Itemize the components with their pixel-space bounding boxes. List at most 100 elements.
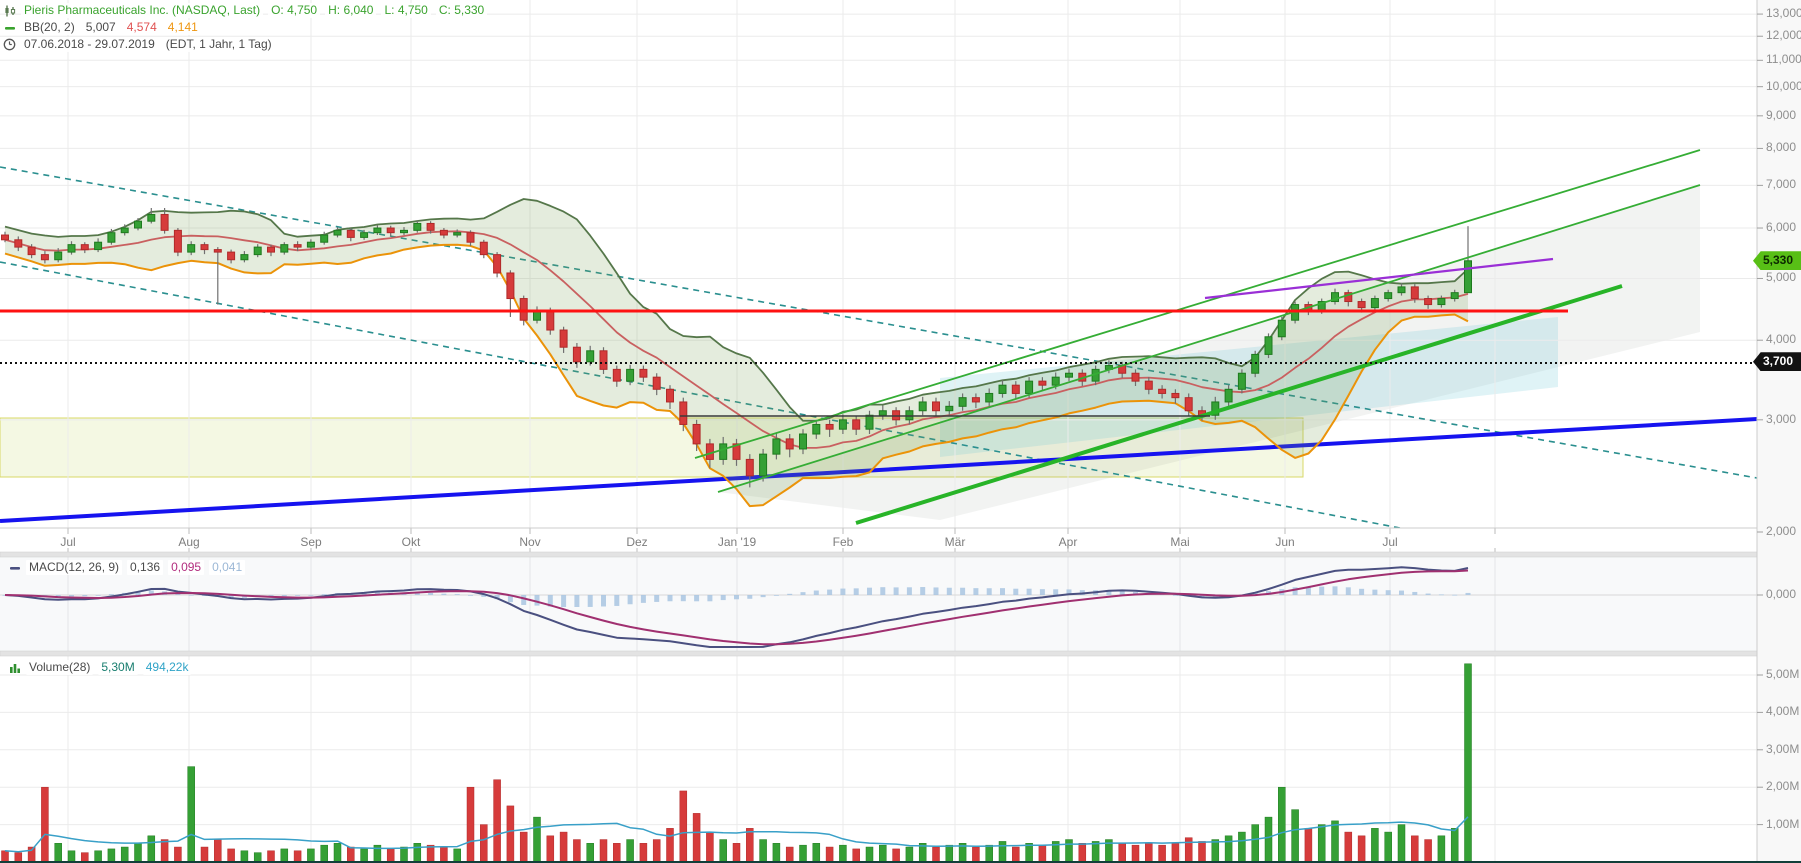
- volume-bar: [493, 779, 501, 861]
- candle: [586, 350, 595, 363]
- volume-bar: [1450, 828, 1459, 861]
- candle: [985, 392, 994, 403]
- candle: [918, 401, 927, 412]
- candle: [479, 241, 488, 256]
- volume-bar: [333, 843, 342, 861]
- volume-bar: [413, 843, 422, 861]
- bb-upper-value: 5,007: [82, 20, 119, 35]
- volume-bar: [27, 846, 36, 861]
- volume-bar: [972, 846, 980, 861]
- date-range[interactable]: 07.06.2018 - 29.07.2019: [21, 37, 158, 52]
- volume-bar: [692, 813, 701, 861]
- volume-bar: [1317, 824, 1326, 861]
- instrument-title[interactable]: Pieris Pharmaceuticals Inc. (NASDAQ, Las…: [21, 3, 264, 18]
- candle: [1370, 298, 1379, 309]
- volume-tick-label: 5,00M: [1766, 667, 1800, 681]
- price-tick-label: 4,000: [1766, 332, 1797, 347]
- bb-upper-band: [4, 198, 1469, 422]
- price-panel-legend: Pieris Pharmaceuticals Inc. (NASDAQ, Las…: [3, 3, 488, 54]
- volume-bar: [1091, 841, 1100, 861]
- candle: [958, 397, 967, 407]
- volume-bar: [905, 846, 914, 861]
- volume-bar: [1264, 816, 1273, 861]
- candle: [1171, 392, 1180, 399]
- bb-lower-band: [4, 243, 1469, 508]
- volume-bar: [386, 848, 395, 861]
- volume-bar: [1038, 844, 1047, 861]
- bb-indicator-label[interactable]: BB(20, 2): [21, 20, 78, 35]
- volume-tick-label: 1,00M: [1766, 816, 1800, 831]
- volume-bar: [799, 844, 807, 861]
- candle: [785, 438, 794, 450]
- volume-bar: [360, 848, 368, 861]
- macd-line: [4, 566, 1469, 648]
- descending-dashed-upper: [0, 166, 1757, 479]
- candle: [932, 401, 940, 412]
- volume-bar: [1251, 824, 1259, 861]
- volume-bar: [519, 831, 528, 861]
- x-axis-month-label: Aug: [178, 535, 200, 549]
- volume-bar: [373, 844, 382, 861]
- x-axis-month-label: Jul: [60, 535, 76, 549]
- candle: [998, 384, 1007, 394]
- candle: [1051, 376, 1060, 386]
- volume-bar: [533, 816, 541, 861]
- volume-bar: [719, 839, 727, 861]
- volume-bar: [1278, 786, 1286, 861]
- candle: [293, 244, 302, 248]
- candle: [679, 401, 688, 425]
- candle: [559, 329, 568, 348]
- volume-bar: [1344, 831, 1353, 861]
- price-tick-label: 2,000: [1766, 524, 1797, 538]
- candle: [1344, 292, 1353, 303]
- volume-indicator-label[interactable]: Volume(28): [26, 660, 94, 675]
- price-tick-label: 6,000: [1766, 220, 1797, 235]
- volume-bar: [932, 846, 940, 861]
- candle: [506, 272, 515, 300]
- candle: [838, 419, 847, 430]
- price-tick-label: 11,000: [1766, 52, 1801, 67]
- volume-bar: [200, 846, 209, 861]
- alert-price-badge[interactable]: 3,700: [1753, 352, 1801, 372]
- purple-trendline: [1204, 257, 1554, 300]
- volume-bar: [1211, 839, 1220, 861]
- volume-bar: [1411, 835, 1419, 861]
- candle: [14, 239, 23, 248]
- candle: [1237, 372, 1246, 390]
- macd-indicator-icon: [8, 561, 21, 574]
- support-zone-rect: [0, 417, 1304, 478]
- volume-bar: [1105, 839, 1113, 861]
- candle: [1131, 372, 1140, 382]
- candle: [705, 443, 714, 460]
- x-axis-month-label: Apr: [1058, 535, 1078, 549]
- macd-zero-label: 0,000: [1766, 587, 1797, 601]
- volume-bar: [1357, 835, 1366, 861]
- candle: [546, 310, 555, 331]
- bb-lower-value: 4,141: [164, 20, 201, 35]
- volume-current-value: 5,30M: [98, 660, 138, 675]
- candle: [400, 229, 408, 234]
- volume-bar: [1238, 831, 1246, 861]
- volume-bar: [307, 848, 315, 861]
- x-axis-month-label: Mai: [1170, 535, 1190, 549]
- timeframe-info: (EDT, 1 Jahr, 1 Tag): [162, 37, 275, 52]
- candle: [187, 244, 196, 253]
- clock-icon: [3, 38, 16, 51]
- volume-tick-label: 2,00M: [1766, 779, 1800, 794]
- candle: [120, 227, 129, 234]
- volume-tick-label: 4,00M: [1766, 704, 1800, 719]
- bb-indicator-icon: [3, 21, 16, 34]
- volume-bar: [759, 839, 767, 861]
- candle: [1410, 286, 1419, 300]
- volume-bar: [227, 848, 235, 861]
- volume-bar: [746, 828, 754, 861]
- macd-indicator-label[interactable]: MACD(12, 26, 9): [26, 560, 123, 575]
- volume-bar: [1, 850, 9, 861]
- volume-bar: [985, 844, 993, 861]
- candle: [1038, 380, 1047, 386]
- volume-bar: [293, 850, 302, 861]
- candle: [54, 251, 63, 261]
- volume-bar: [426, 844, 435, 861]
- macd-value: 0,136: [127, 560, 164, 575]
